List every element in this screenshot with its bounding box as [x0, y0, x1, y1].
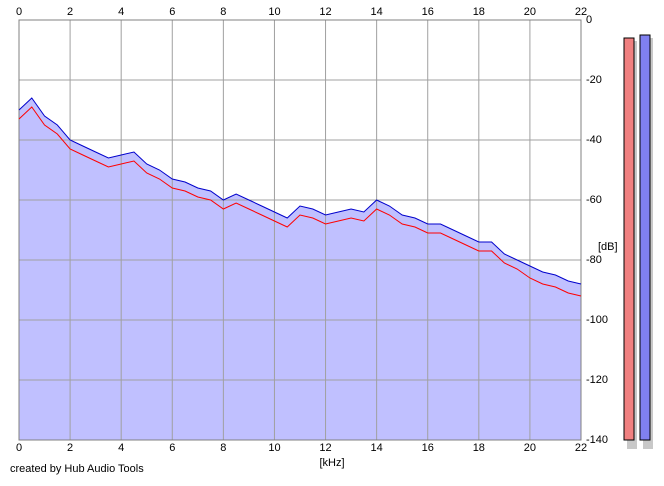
x-tick-label-top: 2	[67, 6, 73, 18]
x-tick-label-top: 4	[118, 6, 124, 18]
x-tick-label: 12	[319, 442, 331, 454]
y-tick-label: -40	[586, 134, 602, 146]
x-tick-label: 2	[67, 442, 73, 454]
x-tick-label: 4	[118, 442, 124, 454]
x-tick-label-top: 20	[524, 6, 536, 18]
level-meter	[639, 34, 651, 441]
x-tick-label: 0	[16, 442, 22, 454]
series-line	[18, 97, 582, 285]
area	[19, 98, 581, 440]
x-tick-label: 20	[524, 442, 536, 454]
level-meter	[623, 37, 635, 441]
y-tick-label: -20	[586, 74, 602, 86]
x-tick-label: 22	[575, 442, 587, 454]
x-tick-label: 18	[473, 442, 485, 454]
x-tick-label-top: 10	[268, 6, 280, 18]
x-tick-label: 8	[220, 442, 226, 454]
x-tick-label-top: 0	[16, 6, 22, 18]
y-tick-label: -120	[586, 374, 608, 386]
y-tick-label: -80	[586, 254, 602, 266]
y-tick-label: -140	[586, 434, 608, 446]
plot-border	[18, 19, 582, 441]
x-tick-label-top: 14	[371, 6, 383, 18]
y-tick-label: -60	[586, 194, 602, 206]
x-tick-label: 16	[422, 442, 434, 454]
x-tick-label-top: 8	[220, 6, 226, 18]
series-line	[18, 106, 582, 297]
y-axis-label: [dB]	[598, 241, 618, 253]
x-tick-label-top: 18	[473, 6, 485, 18]
x-tick-label: 6	[169, 442, 175, 454]
x-tick-label-top: 12	[319, 6, 331, 18]
x-tick-label: 14	[371, 442, 383, 454]
y-tick-label: 0	[586, 14, 592, 26]
x-tick-label-top: 6	[169, 6, 175, 18]
x-tick-label-top: 22	[575, 6, 587, 18]
x-tick-label-top: 16	[422, 6, 434, 18]
y-tick-label: -100	[586, 314, 608, 326]
footer: created by Hub Audio Tools	[10, 463, 144, 475]
x-axis-label: [kHz]	[319, 457, 344, 469]
x-tick-label: 10	[268, 442, 280, 454]
